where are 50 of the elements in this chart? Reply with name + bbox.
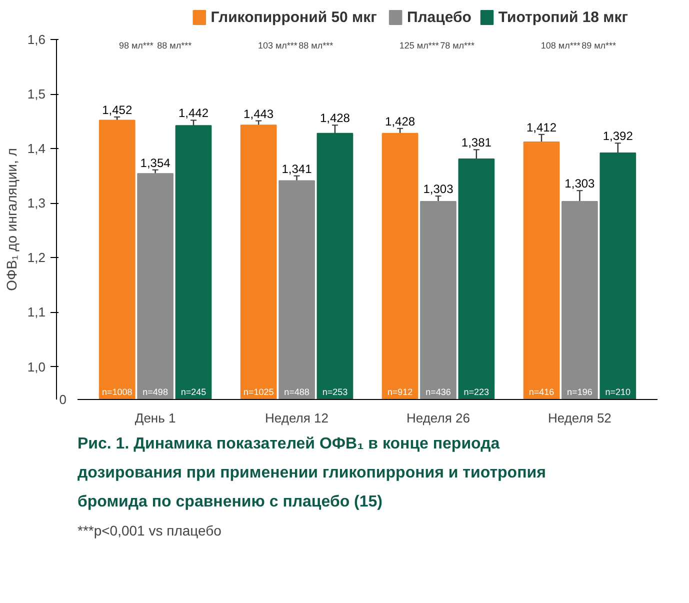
data-label: 1,341 [282, 162, 312, 176]
y-tick-label: 1,0 [27, 359, 46, 374]
data-label: 1,354 [140, 156, 171, 170]
data-label: 1,442 [178, 106, 209, 120]
annotation: n=196 [567, 386, 592, 397]
annotation: 88 мл*** [298, 40, 334, 50]
data-label: 1,452 [102, 102, 132, 117]
data-label: 1,443 [244, 106, 274, 121]
data-label: 1,381 [461, 136, 492, 150]
y-tick-label: 1,5 [27, 86, 46, 102]
annotation: 125 мл*** [399, 40, 440, 50]
annotation: n=210 [605, 386, 631, 397]
y-axis-title: ОФВ₁ до ингаляции, л [3, 148, 20, 291]
y-tick-label: 1,2 [27, 250, 46, 266]
annotation: n=1008 [102, 386, 132, 397]
annotation: n=436 [426, 386, 451, 397]
y-tick-label: 1,3 [27, 196, 46, 211]
data-label: 1,428 [320, 111, 350, 126]
annotation: n=488 [284, 386, 310, 397]
annotation: 103 мл*** [258, 40, 298, 50]
annotation: n=498 [142, 386, 168, 397]
text: 0 [59, 392, 67, 407]
annotation: n=223 [464, 386, 490, 397]
y-tick-label: 1,6 [27, 32, 46, 47]
data-label: 1,303 [564, 176, 596, 191]
annotation: 88 мл*** [157, 40, 192, 50]
legend-label: Гликопирроний 50 мкг [210, 9, 377, 26]
legend-label: Плацебо [406, 9, 472, 26]
y-tick-label: 1,4 [27, 141, 46, 156]
annotation: 78 мл*** [440, 40, 476, 50]
x-tick-label: Неделя 26 [406, 410, 470, 426]
annotation: 89 мл*** [582, 40, 617, 50]
annotation: n=253 [322, 386, 348, 397]
data-label: 1,412 [526, 120, 557, 134]
annotation: 98 мл*** [118, 40, 154, 50]
y-tick-label: 1,1 [27, 304, 46, 320]
annotation: 108 мл*** [540, 40, 581, 50]
legend-label: Тиотропий 18 мкг [498, 9, 628, 26]
data-label: 1,428 [385, 114, 416, 128]
annotation: n=245 [180, 386, 206, 397]
x-tick-label: Неделя 12 [265, 410, 328, 426]
x-tick-label: Неделя 52 [548, 410, 612, 426]
data-label: 1,392 [602, 129, 634, 144]
annotation: n=1025 [243, 386, 274, 397]
x-tick-label: День 1 [134, 410, 176, 426]
data-label: 1,303 [423, 182, 454, 196]
text: Рис. 1. Динамика показателей ОФВ₁ в конце периода дозирования при применении гликопиррония и тиотропия бромида по сравнению с плацебо (15) [78, 436, 546, 510]
text: ***p<0,001 vs плацебо [78, 522, 222, 538]
annotation: n=912 [387, 386, 413, 397]
annotation: n=416 [528, 386, 554, 397]
